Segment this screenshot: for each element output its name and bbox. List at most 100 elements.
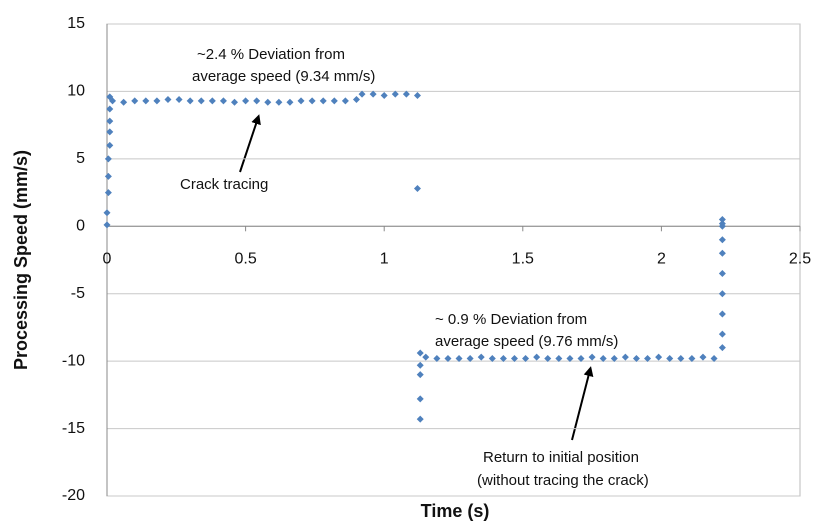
point xyxy=(106,128,114,136)
point xyxy=(588,353,596,361)
point xyxy=(422,353,430,361)
point xyxy=(610,354,618,362)
point xyxy=(499,354,507,362)
x-tick-label: 2 xyxy=(657,251,666,268)
point xyxy=(264,98,272,106)
point xyxy=(644,354,652,362)
y-tick-label: 0 xyxy=(76,218,85,235)
y-tick-label: 15 xyxy=(67,15,85,32)
point xyxy=(677,354,685,362)
point xyxy=(566,354,574,362)
point xyxy=(103,209,111,217)
point xyxy=(402,90,410,98)
point xyxy=(104,189,112,197)
point xyxy=(275,98,283,106)
point xyxy=(142,97,150,105)
y-tick-label: 5 xyxy=(76,150,85,167)
annotation: ~ 0.9 % Deviation from xyxy=(435,311,587,328)
point xyxy=(380,91,388,99)
point xyxy=(555,354,563,362)
point xyxy=(297,97,305,105)
point xyxy=(330,97,338,105)
point xyxy=(352,96,360,104)
x-tick-label: 0.5 xyxy=(234,251,256,268)
annotation: (without tracing the crack) xyxy=(477,472,649,489)
point xyxy=(455,354,463,362)
point xyxy=(688,354,696,362)
x-tick-label: 1 xyxy=(380,251,389,268)
y-tick-label: -15 xyxy=(62,420,85,437)
point xyxy=(544,354,552,362)
point xyxy=(718,310,726,318)
point xyxy=(416,415,424,423)
point xyxy=(718,236,726,244)
x-tick-label: 1.5 xyxy=(512,251,534,268)
point xyxy=(718,216,726,224)
plot-area xyxy=(106,23,801,497)
point xyxy=(718,249,726,257)
point xyxy=(131,97,139,105)
point xyxy=(153,97,161,105)
point xyxy=(433,354,441,362)
point xyxy=(416,395,424,403)
point xyxy=(120,98,128,106)
point xyxy=(391,90,399,98)
point xyxy=(104,155,112,163)
point xyxy=(286,98,294,106)
point xyxy=(718,330,726,338)
point xyxy=(699,353,707,361)
point xyxy=(718,222,726,230)
point xyxy=(106,105,114,113)
annotation: Return to initial position xyxy=(483,449,639,466)
point xyxy=(718,344,726,352)
point xyxy=(655,353,663,361)
point xyxy=(242,97,250,105)
point xyxy=(710,354,718,362)
point xyxy=(577,354,585,362)
point xyxy=(341,97,349,105)
point xyxy=(621,353,629,361)
x-axis-label: Time (s) xyxy=(421,501,490,521)
x-tick-label: 2.5 xyxy=(789,251,811,268)
y-tick-label: -20 xyxy=(62,487,85,504)
point xyxy=(253,97,261,105)
point xyxy=(718,290,726,298)
point xyxy=(103,221,111,229)
point xyxy=(522,354,530,362)
point xyxy=(444,354,452,362)
point xyxy=(186,97,194,105)
annotation: Crack tracing xyxy=(180,176,268,193)
point xyxy=(416,361,424,369)
point xyxy=(477,353,485,361)
point xyxy=(106,141,114,149)
point xyxy=(358,90,366,98)
point xyxy=(599,354,607,362)
y-tick-label: 10 xyxy=(67,83,85,100)
x-tick-label: 0 xyxy=(103,251,112,268)
y-tick-label: -10 xyxy=(62,352,85,369)
point xyxy=(208,97,216,105)
point xyxy=(413,185,421,193)
point xyxy=(308,97,316,105)
point xyxy=(369,90,377,98)
point xyxy=(416,371,424,379)
point xyxy=(219,97,227,105)
annotation: average speed (9.76 mm/s) xyxy=(435,333,618,350)
point xyxy=(104,172,112,180)
point xyxy=(533,353,541,361)
point xyxy=(510,354,518,362)
point xyxy=(175,96,183,104)
point xyxy=(109,97,117,105)
y-tick-label: -5 xyxy=(71,285,85,302)
y-axis-label: Processing Speed (mm/s) xyxy=(11,150,31,370)
point xyxy=(197,97,205,105)
point xyxy=(319,97,327,105)
annotation: average speed (9.34 mm/s) xyxy=(192,68,375,85)
point xyxy=(413,91,421,99)
point xyxy=(416,349,424,357)
point xyxy=(666,354,674,362)
arrow xyxy=(239,114,261,173)
point xyxy=(632,354,640,362)
arrow xyxy=(571,366,594,441)
